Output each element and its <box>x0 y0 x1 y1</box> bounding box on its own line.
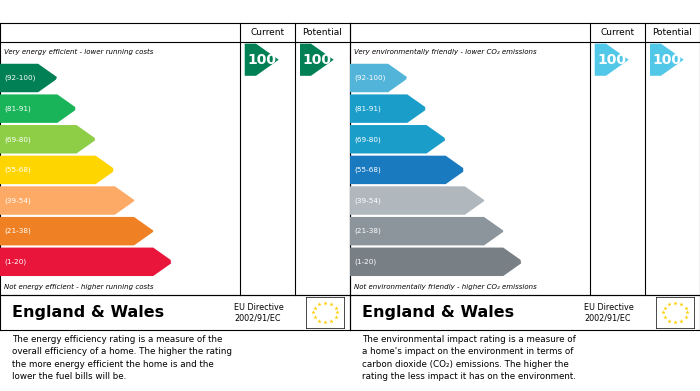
Text: (1-20): (1-20) <box>4 258 27 265</box>
Text: (1-20): (1-20) <box>354 258 377 265</box>
FancyArrow shape <box>595 44 629 76</box>
Text: (39-54): (39-54) <box>354 197 381 204</box>
Text: Current: Current <box>601 28 634 37</box>
FancyArrow shape <box>0 248 174 276</box>
Text: Environmental Impact (CO₂) Rating: Environmental Impact (CO₂) Rating <box>358 5 621 18</box>
Text: C: C <box>443 132 454 146</box>
Text: The environmental impact rating is a measure of
a home's impact on the environme: The environmental impact rating is a mea… <box>363 335 576 381</box>
Text: F: F <box>152 224 161 238</box>
FancyArrow shape <box>350 64 408 92</box>
FancyArrow shape <box>350 125 447 154</box>
Text: (21-38): (21-38) <box>354 228 381 235</box>
Text: The energy efficiency rating is a measure of the
overall efficiency of a home. T: The energy efficiency rating is a measur… <box>13 335 232 381</box>
Text: (69-80): (69-80) <box>4 136 31 142</box>
FancyArrow shape <box>0 125 97 154</box>
Text: D: D <box>461 163 472 177</box>
Text: (92-100): (92-100) <box>354 75 386 81</box>
Text: England & Wales: England & Wales <box>363 305 514 320</box>
Text: B: B <box>424 102 435 116</box>
Text: D: D <box>111 163 122 177</box>
Text: England & Wales: England & Wales <box>13 305 164 320</box>
Text: 100: 100 <box>247 53 276 67</box>
Text: Potential: Potential <box>302 28 342 37</box>
Text: Not environmentally friendly - higher CO₂ emissions: Not environmentally friendly - higher CO… <box>354 284 537 290</box>
FancyArrow shape <box>350 217 504 246</box>
Text: (69-80): (69-80) <box>354 136 381 142</box>
Text: EU Directive
2002/91/EC: EU Directive 2002/91/EC <box>234 303 284 322</box>
FancyArrow shape <box>0 64 58 92</box>
Text: G: G <box>519 255 531 269</box>
Text: (55-68): (55-68) <box>4 167 31 173</box>
Text: (55-68): (55-68) <box>354 167 381 173</box>
Text: E: E <box>482 194 492 208</box>
Text: A: A <box>405 71 415 85</box>
Text: Not energy efficient - higher running costs: Not energy efficient - higher running co… <box>4 284 154 290</box>
Text: (39-54): (39-54) <box>4 197 31 204</box>
FancyArrow shape <box>0 217 154 246</box>
Text: Energy Efficiency Rating: Energy Efficiency Rating <box>8 5 192 18</box>
Text: A: A <box>55 71 65 85</box>
Text: (81-91): (81-91) <box>354 106 381 112</box>
Text: Very energy efficient - lower running costs: Very energy efficient - lower running co… <box>4 48 153 54</box>
Text: (21-38): (21-38) <box>4 228 31 235</box>
FancyArrow shape <box>245 44 279 76</box>
Text: E: E <box>132 194 142 208</box>
Text: F: F <box>502 224 511 238</box>
FancyArrow shape <box>350 156 466 184</box>
Text: (81-91): (81-91) <box>4 106 31 112</box>
Text: B: B <box>74 102 85 116</box>
FancyArrow shape <box>300 44 334 76</box>
FancyArrow shape <box>650 44 684 76</box>
Text: Potential: Potential <box>652 28 692 37</box>
Text: Current: Current <box>251 28 284 37</box>
FancyArrow shape <box>0 156 116 184</box>
Text: 100: 100 <box>302 53 331 67</box>
Text: C: C <box>93 132 104 146</box>
Text: Very environmentally friendly - lower CO₂ emissions: Very environmentally friendly - lower CO… <box>354 48 537 54</box>
Text: G: G <box>169 255 181 269</box>
FancyArrow shape <box>350 94 428 123</box>
FancyArrow shape <box>350 186 485 215</box>
Text: (92-100): (92-100) <box>4 75 36 81</box>
FancyArrow shape <box>0 94 78 123</box>
Text: 100: 100 <box>652 53 681 67</box>
Text: 100: 100 <box>597 53 626 67</box>
FancyArrow shape <box>0 186 135 215</box>
Text: EU Directive
2002/91/EC: EU Directive 2002/91/EC <box>584 303 634 322</box>
FancyArrow shape <box>350 248 524 276</box>
